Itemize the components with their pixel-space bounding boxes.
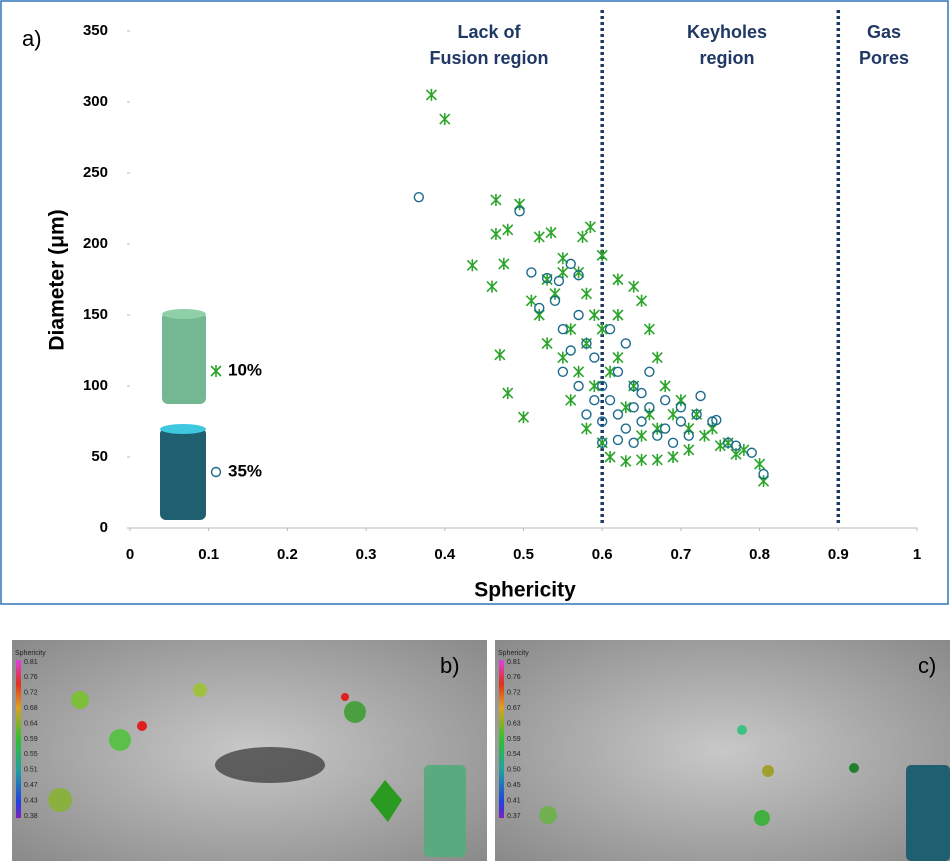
page: {"chart_data": {"type": "scatter", "pane… [0, 0, 950, 861]
colorbar-tick: 0.41 [507, 797, 521, 804]
y-tick-label: 0 [100, 519, 108, 536]
pore [193, 683, 207, 697]
x-tick-label: 0.1 [198, 546, 219, 563]
x-tick-label: 0.3 [356, 546, 377, 563]
colorbar-title: Sphericity [498, 650, 529, 657]
colorbar-tick: 0.67 [507, 705, 521, 712]
x-tick-label: 0.5 [513, 546, 534, 563]
colorbar-tick: 0.43 [24, 797, 38, 804]
x-tick-label: 0.8 [749, 546, 770, 563]
panel-label: a) [22, 26, 42, 51]
colorbar-tick: 0.72 [24, 690, 38, 697]
x-tick-label: 0 [126, 546, 134, 563]
y-axis-title: Diameter (μm) [46, 209, 69, 350]
region-label-line: Gas [867, 22, 901, 42]
colorbar-tick: 0.72 [507, 690, 521, 697]
pore [341, 693, 349, 701]
y-tick-label: 200 [83, 235, 108, 252]
y-tick-label: 250 [83, 164, 108, 181]
pore [754, 810, 770, 826]
colorbar-tick: 0.55 [24, 751, 38, 758]
region-label-line: Keyholes [687, 22, 767, 42]
y-tick-label: 50 [91, 448, 108, 465]
legend-label: 10% [228, 360, 262, 379]
y-tick-label: 300 [83, 93, 108, 110]
x-tick-label: 0.7 [670, 546, 691, 563]
colorbar-tick: 0.59 [507, 736, 521, 743]
legend-label: 35% [228, 461, 262, 480]
y-tick-label: 100 [83, 377, 108, 394]
panel-label: b) [440, 653, 460, 678]
x-tick-label: 0.9 [828, 546, 849, 563]
pore [849, 763, 859, 773]
region-label-line: region [699, 48, 754, 68]
colorbar-tick: 0.45 [507, 782, 521, 789]
pore [48, 788, 72, 812]
x-axis-title: Sphericity [474, 579, 576, 602]
colorbar [16, 660, 21, 818]
cylinder-top [160, 424, 206, 434]
colorbar-tick: 0.59 [24, 736, 38, 743]
pore [539, 806, 557, 824]
colorbar-tick: 0.76 [24, 674, 38, 681]
y-tick-label: 150 [83, 306, 108, 323]
x-tick-label: 0.2 [277, 546, 298, 563]
colorbar [499, 660, 504, 818]
cylinder-top [162, 309, 206, 319]
colorbar-tick: 0.38 [24, 813, 38, 820]
figure: a) Sphericity Diameter (μm) b) Sphericit… [0, 0, 950, 861]
panel-b: b) Sphericity [12, 640, 487, 861]
colorbar-tick: 0.47 [24, 782, 38, 789]
colorbar-tick: 0.54 [507, 751, 521, 758]
chart-frame [1, 1, 948, 604]
region-label-line: Pores [859, 48, 909, 68]
colorbar-title: Sphericity [15, 650, 46, 657]
colorbar-tick: 0.51 [24, 767, 38, 774]
cylinder-10 [162, 312, 206, 404]
colorbar-tick: 0.81 [24, 659, 38, 666]
pore [71, 691, 89, 709]
x-tick-label: 0.4 [434, 546, 456, 563]
pore [762, 765, 774, 777]
panel-c: c) Sphericity [495, 640, 950, 861]
region-label-line: Lack of [457, 22, 521, 42]
colorbar-tick: 0.68 [24, 705, 38, 712]
x-tick-label: 1 [913, 546, 921, 563]
cylinder-35 [160, 428, 206, 520]
pore [137, 721, 147, 731]
render-image [495, 640, 950, 861]
colorbar-tick: 0.37 [507, 813, 521, 820]
pore [344, 701, 366, 723]
x-tick-label: 0.6 [592, 546, 613, 563]
panel-label: c) [918, 653, 936, 678]
cylinder [906, 765, 950, 861]
y-tick-label: 350 [83, 22, 108, 39]
colorbar-tick: 0.63 [507, 720, 521, 727]
pore [737, 725, 747, 735]
shadow [215, 747, 325, 783]
colorbar-tick: 0.50 [507, 767, 521, 774]
region-label-line: Fusion region [430, 48, 549, 68]
colorbar-tick: 0.81 [507, 659, 521, 666]
pore [109, 729, 131, 751]
cylinder [424, 765, 466, 857]
colorbar-tick: 0.76 [507, 674, 521, 681]
colorbar-tick: 0.64 [24, 720, 38, 727]
